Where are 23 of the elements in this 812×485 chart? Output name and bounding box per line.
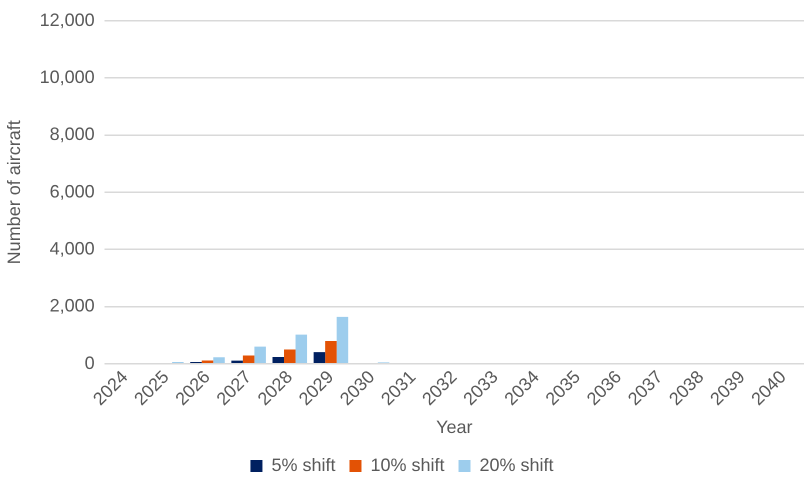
y-tick-label: 8,000 [50, 124, 95, 144]
y-tick-label: 6,000 [50, 181, 95, 202]
bar [296, 334, 308, 364]
y-tick-label: 4,000 [50, 238, 95, 258]
y-tick-label: 12,000 [40, 10, 95, 30]
x-axis-title: Year [436, 417, 473, 438]
bar [202, 360, 214, 364]
bar [213, 357, 225, 364]
bar [242, 356, 254, 364]
y-tick-label: 10,000 [40, 66, 95, 87]
y-tick-label: 0 [84, 352, 95, 373]
bar [272, 356, 284, 364]
legend-label: 10% shift [370, 454, 445, 475]
legend-label: 5% shift [271, 454, 336, 475]
bar [231, 360, 243, 364]
bar [254, 346, 266, 364]
legend-label: 20% shift [480, 454, 554, 475]
bar [284, 350, 296, 364]
bar [314, 352, 326, 364]
y-tick-label: 2,000 [50, 296, 95, 316]
bar [325, 340, 337, 364]
y-axis-title: Number of aircraft [4, 120, 24, 264]
bar [336, 316, 348, 364]
